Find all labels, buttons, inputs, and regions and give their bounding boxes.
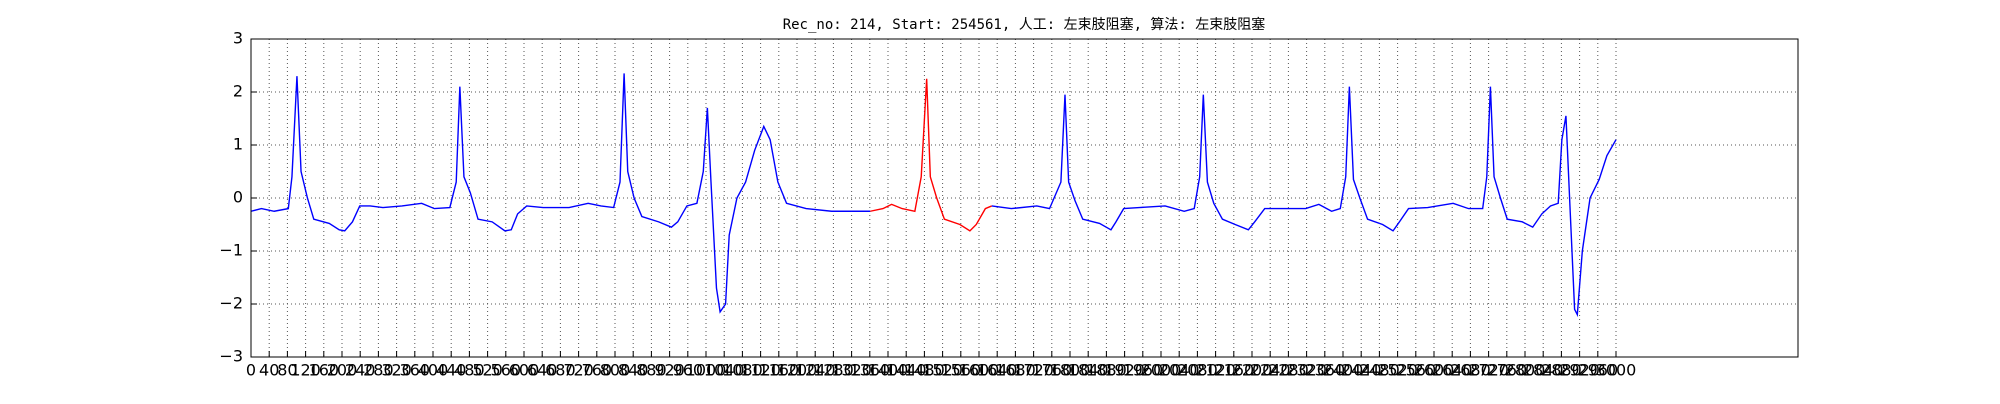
ecg-line — [870, 78, 993, 232]
x-tick-label: 2720 — [1468, 361, 1509, 380]
ecg-line — [250, 73, 871, 314]
x-tick-label: 1040 — [704, 361, 745, 380]
x-tick-label: 1240 — [795, 361, 836, 380]
x-tick-label: 1520 — [922, 361, 963, 380]
x-tick-label: 2920 — [1559, 361, 1600, 380]
x-tick-label: 2360 — [1304, 361, 1345, 380]
x-tick-label: 280 — [363, 361, 394, 380]
x-tick-label: 2400 — [1323, 361, 1364, 380]
x-tick-label: 3000 — [1596, 361, 1637, 380]
x-tick-label: 1160 — [758, 361, 799, 380]
x-tick-label: 2480 — [1359, 361, 1400, 380]
x-tick-label: 680 — [545, 361, 576, 380]
x-tick-label: 2560 — [1395, 361, 1436, 380]
x-tick-label: 2680 — [1450, 361, 1491, 380]
x-tick-label: 1800 — [1050, 361, 1091, 380]
x-tick-label: 800 — [600, 361, 631, 380]
x-tick-label: 2440 — [1341, 361, 1382, 380]
x-tick-label: 2120 — [1195, 361, 1236, 380]
x-tick-label: 1920 — [1104, 361, 1145, 380]
x-tick-label: 1400 — [868, 361, 909, 380]
x-tick-label: 880 — [636, 361, 667, 380]
x-tick-label: 2200 — [1232, 361, 1273, 380]
x-tick-label: 2080 — [1177, 361, 1218, 380]
x-tick-label: 160 — [309, 361, 340, 380]
plot-frame — [250, 38, 1799, 358]
x-tick-label: 2520 — [1377, 361, 1418, 380]
x-tick-label: 640 — [527, 361, 558, 380]
y-tick-label: 1 — [233, 135, 243, 154]
x-tick-label: 1280 — [813, 361, 854, 380]
x-tick-label: 440 — [436, 361, 467, 380]
x-tick-label: 2040 — [1159, 361, 1200, 380]
x-tick-label: 1360 — [849, 361, 890, 380]
x-tick-label: 2160 — [1213, 361, 1254, 380]
x-tick-label: 80 — [277, 361, 297, 380]
x-tick-label: 760 — [582, 361, 613, 380]
x-tick-label: 2640 — [1432, 361, 1473, 380]
x-tick-label: 1640 — [977, 361, 1018, 380]
y-tick-label: 2 — [233, 82, 243, 101]
x-tick-label: 600 — [509, 361, 540, 380]
x-tick-label: 2760 — [1486, 361, 1527, 380]
x-tick-label: 520 — [472, 361, 503, 380]
y-tick-label: −2 — [219, 294, 243, 313]
x-tick-label: 2960 — [1577, 361, 1618, 380]
x-tick-label: 2800 — [1505, 361, 1546, 380]
x-tick-label: 560 — [491, 361, 522, 380]
ecg-line — [991, 86, 1617, 318]
x-tick-label: 2320 — [1286, 361, 1327, 380]
x-tick-label: 320 — [381, 361, 412, 380]
x-tick-label: 2600 — [1414, 361, 1455, 380]
x-tick-label: 1120 — [740, 361, 781, 380]
y-tick-label: −3 — [219, 347, 243, 366]
x-tick-label: 1560 — [940, 361, 981, 380]
x-tick-label: 2840 — [1523, 361, 1564, 380]
x-tick-label: 1760 — [1031, 361, 1072, 380]
x-tick-label: 1840 — [1068, 361, 1109, 380]
chart-title: Rec_no: 214, Start: 254561, 人工: 左束肢阻塞, 算… — [783, 16, 1266, 33]
x-tick-label: 1440 — [886, 361, 927, 380]
x-tick-label: 200 — [327, 361, 358, 380]
x-tick-label: 1000 — [686, 361, 727, 380]
x-tick-label: 360 — [400, 361, 431, 380]
x-tick-label: 1080 — [722, 361, 763, 380]
x-tick-label: 720 — [563, 361, 594, 380]
x-tick-label: 1320 — [831, 361, 872, 380]
x-tick-label: 1200 — [777, 361, 818, 380]
x-tick-label: 920 — [654, 361, 685, 380]
x-tick-label: 1880 — [1086, 361, 1127, 380]
x-tick-label: 2240 — [1250, 361, 1291, 380]
x-tick-label: 2280 — [1268, 361, 1309, 380]
x-tick-label: 960 — [673, 361, 704, 380]
x-tick-label: 120 — [290, 361, 321, 380]
x-tick-label: 40 — [259, 361, 279, 380]
x-tick-label: 2000 — [1141, 361, 1182, 380]
y-tick-label: −1 — [219, 241, 243, 260]
y-tick-label: 0 — [233, 188, 243, 207]
x-tick-label: 2880 — [1541, 361, 1582, 380]
x-tick-label: 0 — [246, 361, 256, 380]
x-tick-label: 240 — [345, 361, 376, 380]
x-tick-label: 1720 — [1013, 361, 1054, 380]
x-tick-label: 400 — [418, 361, 449, 380]
x-tick-label: 840 — [618, 361, 649, 380]
x-tick-label: 480 — [454, 361, 485, 380]
x-tick-label: 1480 — [904, 361, 945, 380]
x-tick-label: 1600 — [959, 361, 1000, 380]
y-tick-label: 3 — [233, 29, 243, 48]
x-tick-label: 1680 — [995, 361, 1036, 380]
x-tick-label: 1960 — [1122, 361, 1163, 380]
